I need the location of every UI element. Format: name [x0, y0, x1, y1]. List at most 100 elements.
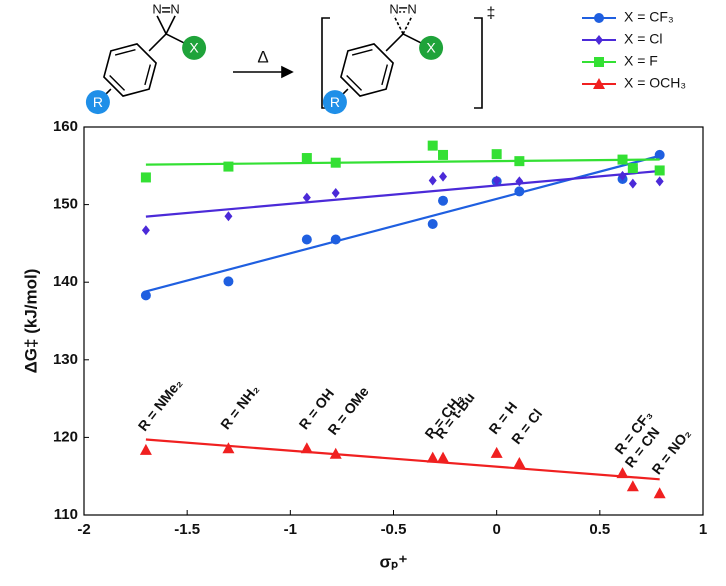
data-point — [439, 171, 448, 182]
x-tick-label: -1.5 — [174, 521, 200, 538]
data-point — [331, 187, 340, 198]
ring-double-bond — [114, 48, 136, 56]
data-point — [301, 153, 312, 164]
y-tick-label: 110 — [54, 506, 78, 523]
x-tick-label: -0.5 — [381, 521, 407, 538]
ts-mark: ‡ — [487, 5, 496, 22]
data-point — [223, 161, 234, 172]
y-tick-label: 120 — [53, 428, 78, 445]
data-point — [302, 192, 311, 203]
data-point — [140, 290, 151, 301]
data-point — [617, 154, 628, 165]
x-tick-label: -1 — [284, 521, 297, 538]
atom-label: N — [407, 1, 416, 16]
legend-marker — [595, 35, 603, 45]
bond — [165, 33, 185, 44]
benzene-ring — [103, 43, 157, 97]
substituent-label: R — [330, 94, 340, 110]
y-tick-label: 160 — [53, 118, 78, 135]
data-point — [654, 149, 665, 160]
ring-double-bond — [144, 64, 152, 86]
group-badge — [419, 35, 444, 60]
data-point — [140, 172, 151, 183]
legend-label: X = CF₃ — [624, 9, 674, 25]
y-axis-label: ΔG‡ (kJ/mol) — [21, 269, 40, 374]
benzene-ring — [340, 43, 394, 97]
bond — [148, 33, 167, 52]
bond — [156, 15, 167, 35]
ring-double-bond — [346, 74, 363, 91]
ring-double-bond — [109, 74, 126, 91]
y-tick-label: 130 — [53, 351, 78, 368]
group-badge — [182, 35, 207, 60]
legend-marker — [593, 78, 605, 89]
data-point — [654, 165, 665, 176]
data-point — [618, 170, 627, 181]
data-point — [513, 457, 526, 469]
bond — [402, 33, 422, 44]
data-point — [427, 140, 438, 151]
trend-line — [145, 169, 660, 218]
data-point — [437, 451, 450, 463]
x-tick-label: 1 — [699, 521, 707, 538]
data-point — [330, 234, 341, 245]
ring-double-bond — [381, 64, 389, 86]
data-point — [300, 442, 313, 454]
data-point — [428, 175, 437, 186]
y-tick-label: 150 — [53, 196, 78, 213]
bond — [402, 15, 413, 35]
data-point — [628, 178, 637, 189]
point-label: R = NH₂ — [217, 381, 262, 432]
data-point — [627, 163, 638, 174]
data-point — [427, 219, 438, 229]
group-label: X — [189, 40, 199, 56]
substituent-badge — [85, 90, 110, 115]
data-point — [224, 211, 233, 222]
y-tick-label: 140 — [53, 273, 78, 290]
trend-line — [145, 154, 660, 293]
legend-label: X = OCH₃ — [624, 75, 686, 91]
data-point — [655, 176, 664, 187]
data-point — [139, 443, 152, 455]
x-tick-label: 0 — [492, 521, 500, 538]
x-tick-label: 0.5 — [589, 521, 610, 538]
group-label: X — [426, 40, 436, 56]
trend-line — [145, 158, 660, 166]
ring-double-bond — [351, 48, 373, 56]
substituent-label: R — [93, 94, 103, 110]
data-point — [301, 234, 312, 245]
arrow-head — [281, 65, 294, 79]
x-tick-label: -2 — [77, 521, 90, 538]
data-point — [626, 480, 639, 492]
data-point — [426, 451, 439, 463]
bond — [165, 15, 176, 35]
atom-label: N — [389, 1, 398, 16]
atom-label: N — [152, 1, 161, 16]
x-axis-label: σₚ⁺ — [380, 552, 408, 571]
condition: Δ — [257, 47, 268, 66]
data-point — [490, 446, 503, 458]
data-point — [329, 447, 342, 459]
atom-label: N — [170, 1, 179, 16]
data-point — [222, 442, 235, 454]
data-point — [514, 186, 525, 197]
data-point — [141, 225, 150, 236]
plot-frame — [83, 126, 704, 516]
data-point — [515, 176, 524, 187]
data-point — [438, 195, 449, 206]
data-point — [223, 276, 234, 287]
bond — [393, 15, 404, 35]
point-label: R = NMe₂ — [135, 375, 186, 434]
substituent-badge — [322, 90, 347, 115]
data-point — [330, 157, 341, 168]
data-point — [492, 175, 501, 186]
trend-line — [145, 438, 660, 481]
data-point — [653, 487, 666, 499]
bond — [385, 33, 404, 52]
bracket-right — [474, 17, 483, 109]
legend-label: X = F — [624, 53, 658, 69]
data-point — [491, 149, 502, 160]
data-point — [438, 149, 449, 160]
legend-label: X = Cl — [624, 31, 663, 47]
